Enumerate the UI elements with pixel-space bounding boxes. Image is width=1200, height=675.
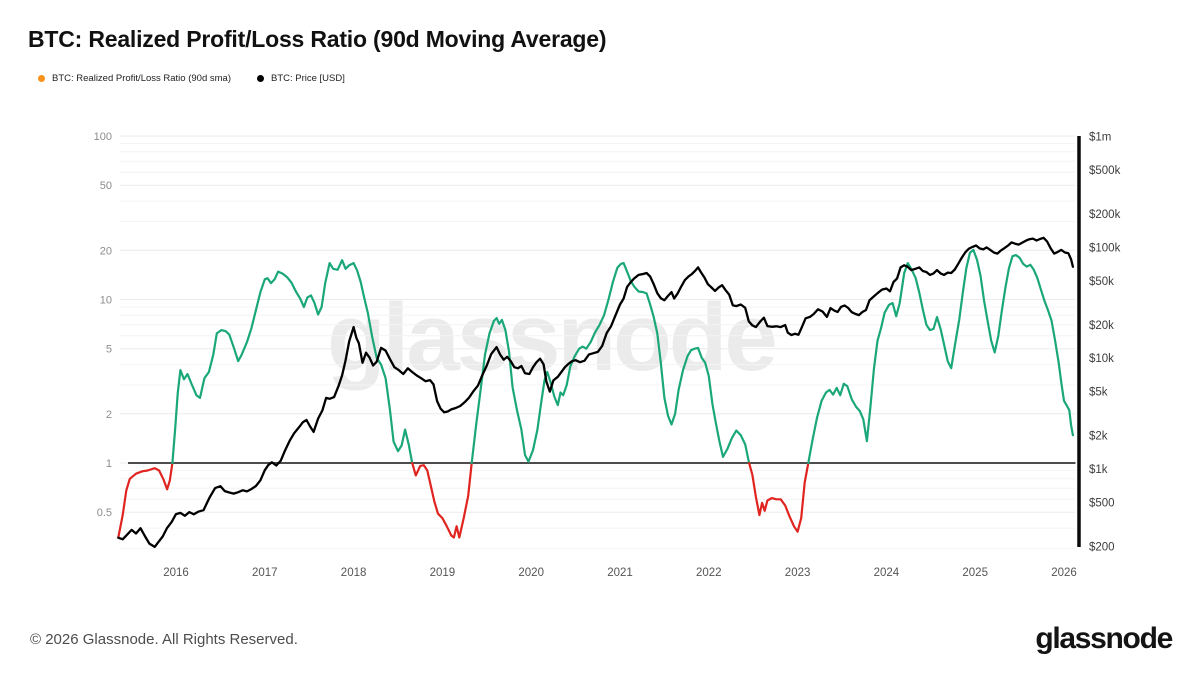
left-axis-tick-label: 2 [106, 409, 112, 421]
x-axis-tick-label: 2026 [1051, 567, 1077, 579]
legend-item-price[interactable]: BTC: Price [USD] [256, 73, 345, 84]
legend: BTC: Realized Profit/Loss Ratio (90d sma… [38, 73, 345, 84]
right-axis-tick-label: $1m [1089, 132, 1111, 144]
x-axis-tick-label: 2020 [518, 567, 544, 579]
x-axis-tick-label: 2021 [607, 567, 633, 579]
right-axis-tick-label: $20k [1089, 320, 1114, 332]
right-axis-tick-label: $1k [1089, 464, 1108, 476]
x-axis-tick-label: 2025 [962, 567, 988, 579]
ratio-line-above [171, 259, 414, 465]
right-axis-tick-label: $5k [1089, 387, 1108, 399]
ratio-line-below [411, 461, 473, 539]
left-axis-tick-label: 50 [100, 180, 112, 192]
right-axis-tick-label: $10k [1089, 353, 1114, 365]
x-axis-tick-label: 2018 [341, 567, 367, 579]
ratio-line-above [470, 262, 751, 465]
x-axis-tick-label: 2023 [785, 567, 811, 579]
right-axis-tick-label: $200k [1089, 209, 1121, 221]
right-axis-tick-label: $2k [1089, 431, 1108, 443]
left-axis-tick-label: 20 [100, 245, 112, 257]
right-axis-tick-label: $100k [1089, 242, 1121, 254]
legend-label-ratio: BTC: Realized Profit/Loss Ratio (90d sma… [52, 73, 231, 84]
legend-dot-price-icon [256, 75, 264, 82]
x-axis-tick-label: 2024 [874, 567, 900, 579]
glassnode-watermark: glassnode [327, 284, 778, 391]
x-axis-tick-label: 2022 [696, 567, 722, 579]
left-axis-tick-label: 1 [106, 458, 112, 470]
left-axis-tick-label: 10 [100, 295, 112, 307]
legend-item-ratio[interactable]: BTC: Realized Profit/Loss Ratio (90d sma… [38, 73, 231, 84]
left-axis-tick-label: 5 [106, 344, 112, 356]
price-line [117, 236, 1075, 549]
right-axis-tick-label: $50k [1089, 276, 1114, 288]
right-axis-tick-label: $200 [1089, 541, 1115, 553]
x-axis-tick-label: 2016 [163, 567, 189, 579]
legend-label-price: BTC: Price [USD] [270, 73, 345, 84]
x-axis-tick-label: 2017 [252, 567, 278, 579]
copyright-text: © 2026 Glassnode. All Rights Reserved. [30, 631, 298, 648]
ratio-line-above [807, 248, 1074, 465]
legend-dot-ratio-icon [38, 75, 45, 82]
left-axis-tick-label: 0.5 [97, 507, 112, 519]
ratio-line-below [117, 461, 174, 539]
ratio-line-below [748, 461, 810, 533]
page-title: BTC: Realized Profit/Loss Ratio (90d Mov… [28, 26, 607, 52]
glassnode-logo[interactable]: glassnode [1035, 622, 1173, 655]
right-axis-tick-label: $500k [1089, 165, 1121, 177]
left-axis-tick-label: 100 [94, 131, 112, 143]
right-axis-tick-label: $500 [1089, 497, 1115, 509]
x-axis-tick-label: 2019 [430, 567, 456, 579]
